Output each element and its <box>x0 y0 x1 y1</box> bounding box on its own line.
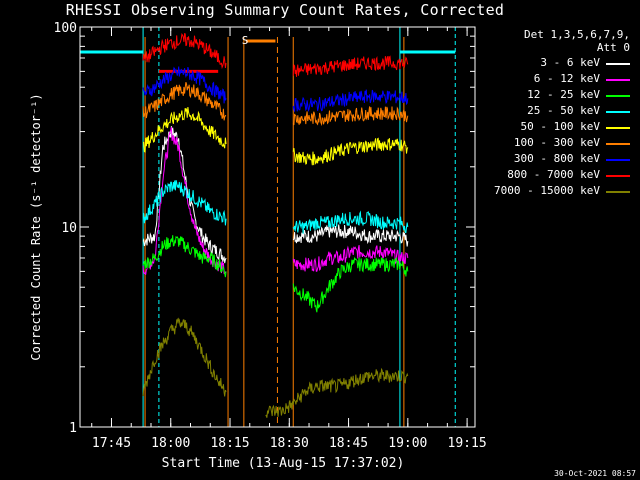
series-line <box>142 33 227 70</box>
series-line <box>292 256 409 313</box>
series-line <box>292 55 409 77</box>
legend-swatch <box>606 111 630 113</box>
x-tick-label: 18:30 <box>270 436 309 451</box>
legend-swatch <box>606 159 630 161</box>
legend-item: 50 - 100 keV <box>470 120 632 136</box>
legend: 3 - 6 keV 6 - 12 keV 12 - 25 keV 25 - 50 ke… <box>470 56 632 200</box>
series-7000-15000kev <box>142 317 409 418</box>
series-3-6kev <box>142 126 409 264</box>
series-12-25kev <box>142 235 409 313</box>
series-100-300kev <box>142 82 409 127</box>
legend-label: 6 - 12 keV <box>533 72 600 85</box>
x-tick-label: 18:15 <box>210 436 249 451</box>
y-tick-label: 1 <box>69 421 77 436</box>
legend-item: 300 - 800 keV <box>470 152 632 168</box>
legend-header-line: Det 1,3,5,6,7,9, <box>524 28 630 41</box>
x-tick-label: 19:00 <box>388 436 427 451</box>
legend-item: 3 - 6 keV <box>470 56 632 72</box>
series-6-12kev <box>142 127 409 275</box>
legend-header-line: Att 0 <box>596 41 630 54</box>
legend-item: 800 - 7000 keV <box>470 168 632 184</box>
footer-timestamp: 30-Oct-2021 08:57 <box>554 469 636 478</box>
legend-swatch <box>606 63 630 65</box>
series-line <box>292 224 409 247</box>
legend-header: Det 1,3,5,6,7,9, Att 0 <box>490 28 630 54</box>
series-line <box>292 106 409 127</box>
series-line <box>265 367 409 418</box>
x-tick-label: 19:15 <box>448 436 487 451</box>
x-tick-label: 18:45 <box>329 436 368 451</box>
legend-label: 50 - 100 keV <box>520 120 600 133</box>
series-line <box>142 82 227 121</box>
x-axis-label: Start Time (13-Aug-15 17:37:02) <box>162 456 405 471</box>
chart-title: RHESSI Observing Summary Count Rates, Co… <box>65 1 505 19</box>
legend-label: 25 - 50 keV <box>527 104 600 117</box>
y-tick-label: 100 <box>54 21 77 36</box>
legend-label: 800 - 7000 keV <box>507 168 600 181</box>
series-line <box>142 317 227 397</box>
legend-swatch <box>606 143 630 145</box>
legend-swatch <box>606 191 630 193</box>
legend-item: 7000 - 15000 keV <box>470 184 632 200</box>
series-line <box>142 126 227 264</box>
legend-label: 100 - 300 keV <box>513 136 600 149</box>
series-300-800kev <box>142 66 409 113</box>
series-line <box>142 235 227 278</box>
legend-item: 25 - 50 keV <box>470 104 632 120</box>
legend-label: 7000 - 15000 keV <box>494 184 600 197</box>
series-line <box>292 210 409 234</box>
legend-item: 100 - 300 keV <box>470 136 632 152</box>
series-800-7000kev <box>142 33 409 77</box>
legend-label: 300 - 800 keV <box>513 152 600 165</box>
series-line <box>142 66 227 104</box>
series-line <box>142 179 227 226</box>
x-tick-label: 18:00 <box>151 436 190 451</box>
series-50-100kev <box>143 106 409 166</box>
series-line <box>292 89 409 113</box>
legend-swatch <box>606 95 630 97</box>
legend-swatch <box>606 79 630 81</box>
saa-label: S <box>242 34 249 47</box>
legend-swatch <box>606 127 630 129</box>
y-tick-label: 10 <box>61 221 77 236</box>
series-line <box>292 137 409 166</box>
legend-item: 12 - 25 keV <box>470 88 632 104</box>
x-tick-label: 17:45 <box>92 436 131 451</box>
legend-swatch <box>606 175 630 177</box>
series-25-50kev <box>142 179 409 234</box>
series-line <box>292 244 409 272</box>
legend-label: 3 - 6 keV <box>540 56 600 69</box>
legend-item: 6 - 12 keV <box>470 72 632 88</box>
legend-label: 12 - 25 keV <box>527 88 600 101</box>
series-line <box>143 106 227 153</box>
y-axis-label: Corrected Count Rate (s⁻¹ detector⁻¹) <box>29 93 43 360</box>
